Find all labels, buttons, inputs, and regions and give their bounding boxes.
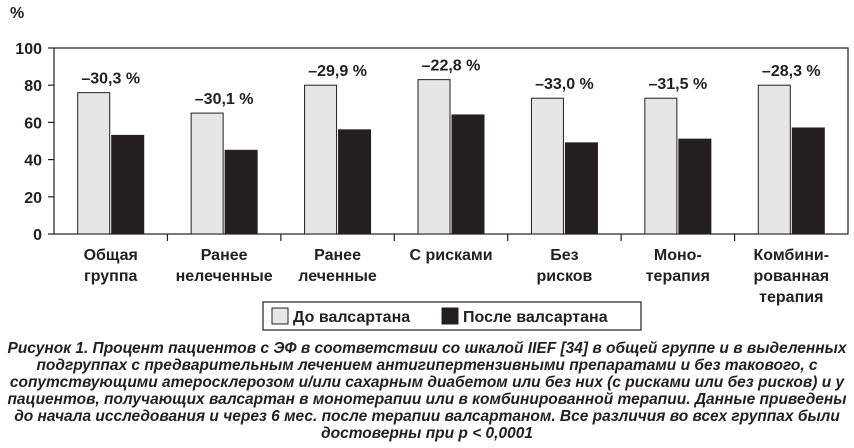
legend: До валсартана После валсартана	[262, 301, 642, 331]
bar-after	[338, 129, 372, 235]
category-label-line: Без	[550, 247, 578, 264]
bar-before	[77, 92, 111, 235]
figure-caption: Рисунок 1. Процент пациентов с ЭФ в соот…	[7, 340, 847, 442]
bar-before	[417, 79, 451, 235]
plot-frame	[53, 47, 849, 235]
bar-before	[190, 112, 224, 235]
bar-chart: % 0 20 40 60 80 100 –30,3 % Общая группа –30,1 % Р…	[10, 5, 849, 331]
change-annotation: –30,3 %	[81, 71, 140, 88]
change-annotation: –30,1 %	[195, 91, 254, 108]
y-tick-label: 40	[24, 153, 42, 170]
change-annotation: –33,0 %	[535, 76, 594, 93]
y-axis-unit-label: %	[10, 5, 24, 22]
category-label-line: Ранее	[201, 247, 248, 264]
category-label: Без рисков	[536, 247, 592, 285]
category-label-line: нелеченные	[176, 268, 273, 285]
category-label-line: терапия	[646, 268, 710, 285]
bar-after	[678, 138, 712, 235]
bar-after	[224, 149, 258, 235]
legend-label: До валсартана	[293, 309, 410, 326]
plot-area: 0 20 40 60 80 100 –30,3 % Общая группа –30,1 % Ран…	[15, 41, 849, 306]
y-tick-label: 80	[24, 78, 42, 95]
bar-after	[564, 142, 598, 235]
bar-before	[530, 97, 564, 235]
bar-after	[111, 134, 145, 235]
bar-after	[791, 127, 825, 235]
category-label: Моно-терапия	[646, 247, 710, 285]
bar-before	[304, 84, 338, 235]
y-tick-label: 0	[33, 227, 42, 244]
y-tick-label: 100	[15, 41, 42, 58]
category-label-line: рованная	[753, 268, 829, 285]
y-tick-label: 20	[24, 190, 42, 207]
bar-before	[757, 84, 791, 235]
change-annotation: –29,9 %	[308, 63, 367, 80]
change-annotation: –22,8 %	[422, 58, 481, 75]
category-label-line: рисков	[536, 268, 592, 285]
category-label-line: Комбини-	[754, 247, 830, 264]
category-label: С рисками	[409, 247, 492, 264]
category-label-line: терапия	[759, 289, 823, 306]
category-label-line: Моно-	[654, 247, 702, 264]
legend-swatch	[271, 307, 289, 325]
category-label-line: леченные	[298, 268, 377, 285]
category-label: Комбини-рованная терапия	[753, 247, 829, 306]
category-label-line: группа	[84, 268, 137, 285]
change-annotation: –31,5 %	[648, 76, 707, 93]
category-label: Общая группа	[84, 247, 138, 285]
bar-after	[451, 114, 485, 235]
bar-before	[644, 97, 678, 235]
category-label-line: Общая	[84, 247, 138, 264]
legend-swatch	[441, 307, 459, 325]
y-tick-label: 60	[24, 115, 42, 132]
category-label-line: С рисками	[409, 247, 492, 264]
category-label-line: Ранее	[314, 247, 361, 264]
category-label: Ранее нелеченные	[176, 247, 273, 285]
legend-label: После валсартана	[463, 309, 608, 326]
change-annotation: –28,3 %	[762, 63, 821, 80]
category-label: Ранее леченные	[298, 247, 377, 285]
